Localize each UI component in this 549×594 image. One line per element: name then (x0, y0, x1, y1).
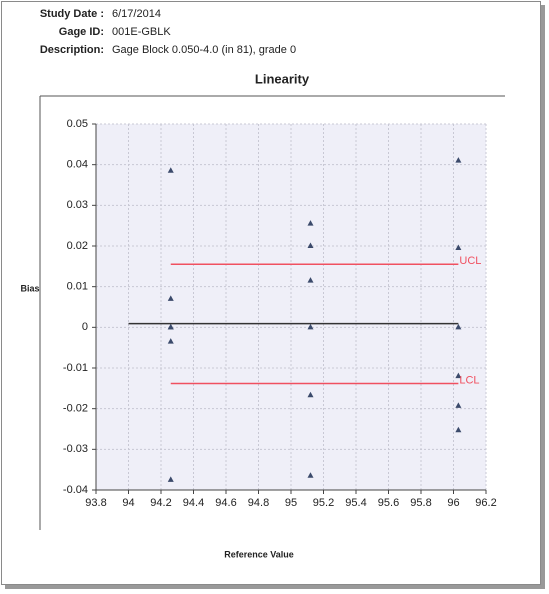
point (167, 476, 174, 482)
x-tick-label: 95.6 (378, 497, 399, 509)
field-label: Description: (40, 44, 104, 56)
y-tick-label: -0.04 (63, 484, 88, 496)
point (455, 323, 462, 330)
x-tick-label: 94.4 (183, 497, 204, 509)
field-value: 6/17/2014 (112, 8, 161, 20)
y-tick-label: 0.04 (67, 159, 88, 171)
point (307, 242, 314, 248)
point (307, 220, 314, 226)
point (167, 323, 174, 330)
point (307, 472, 314, 478)
field-value: 001E-GBLK (112, 26, 171, 38)
y-tick-label: -0.01 (63, 362, 88, 374)
x-tick-label: 95.2 (313, 497, 334, 509)
point (455, 402, 462, 408)
plot-area (96, 124, 486, 490)
point (455, 426, 462, 433)
x-tick-label: 96.2 (475, 497, 496, 509)
point (307, 391, 314, 398)
field-label: Study Date : (40, 8, 104, 20)
chart-title: Linearity (255, 71, 310, 86)
x-tick-label: 95.4 (345, 497, 366, 509)
point (167, 167, 174, 173)
point (167, 295, 174, 301)
y-tick-label: 0 (82, 321, 88, 333)
line-label: LCL (459, 374, 479, 386)
x-tick-label: 95 (285, 497, 297, 509)
x-axis-label: Reference Value (224, 549, 294, 559)
field-value: Gage Block 0.050-4.0 (in 81), grade 0 (112, 44, 296, 56)
y-tick-label: 0.01 (67, 281, 88, 293)
y-tick-label: -0.02 (63, 403, 88, 415)
point (307, 323, 314, 330)
x-tick-label: 95.8 (410, 497, 431, 509)
x-tick-label: 94.8 (248, 497, 269, 509)
y-tick-label: 0.05 (67, 118, 88, 130)
point (455, 157, 462, 163)
point (167, 338, 174, 344)
point (455, 372, 462, 379)
y-tick-label: 0.02 (67, 240, 88, 252)
field-label: Gage ID: (59, 26, 104, 38)
x-tick-label: 94 (122, 497, 134, 509)
line-label: UCL (459, 255, 481, 267)
y-tick-label: -0.03 (63, 443, 88, 455)
x-tick-label: 96 (447, 497, 459, 509)
point (307, 277, 314, 283)
point (455, 244, 462, 251)
y-tick-label: 0.03 (67, 199, 88, 211)
x-tick-label: 94.2 (150, 497, 171, 509)
y-axis-label: Bias (20, 283, 39, 293)
x-tick-label: 93.8 (85, 497, 106, 509)
x-tick-label: 94.6 (215, 497, 236, 509)
